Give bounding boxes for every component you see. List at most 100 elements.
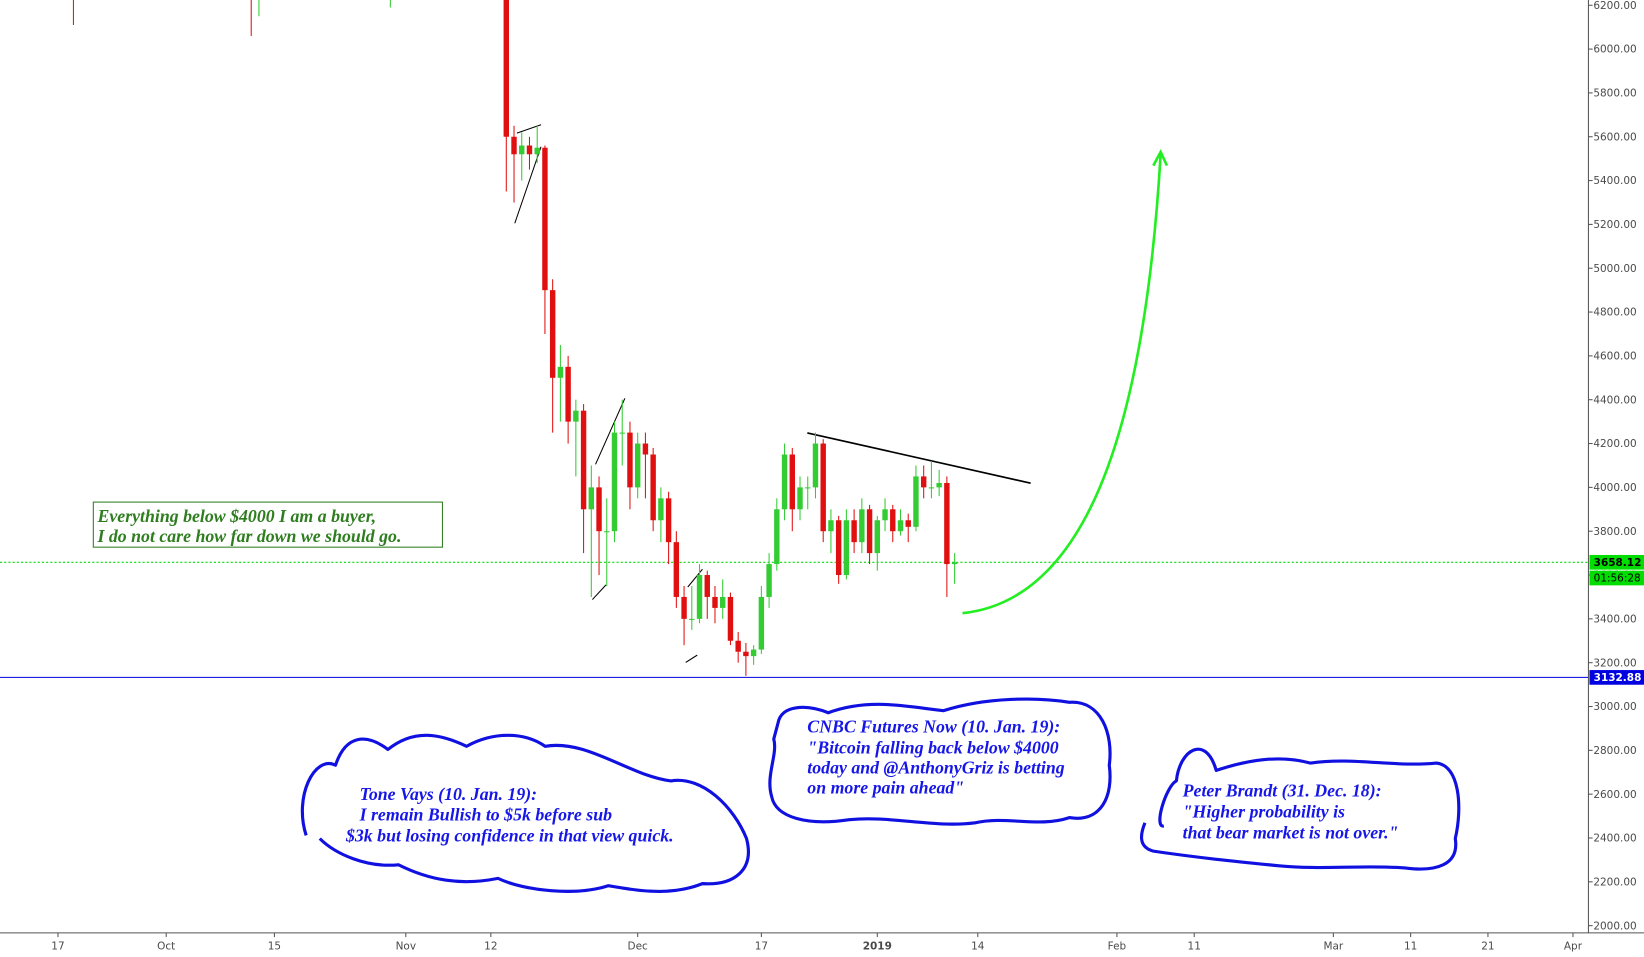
x-tick-label: 17	[755, 941, 768, 953]
candle-body	[503, 0, 509, 137]
y-tick-label: 2000.00	[1593, 920, 1636, 932]
forecast-arrow	[962, 154, 1162, 615]
y-tick-label: 2400.00	[1593, 833, 1636, 845]
price-label-bg	[1589, 670, 1644, 685]
x-tick-label: Apr	[1564, 941, 1583, 953]
candle-body	[604, 531, 610, 533]
y-tick-label: 3400.00	[1593, 614, 1636, 626]
price-label-bg	[1589, 554, 1644, 570]
candle-body	[727, 596, 734, 641]
candle-body	[774, 509, 780, 565]
candle-body	[897, 520, 904, 532]
candle-body	[511, 136, 517, 155]
candle-body	[851, 520, 857, 543]
x-tick-label: 15	[268, 941, 281, 953]
grid-layer	[0, 561, 1589, 678]
candle-body	[627, 432, 633, 488]
candle-body	[766, 564, 772, 597]
trend-line	[592, 584, 607, 600]
candle-body	[534, 147, 540, 155]
x-tick-label: 11	[1404, 941, 1417, 953]
candle-body	[789, 454, 795, 510]
candle-body	[843, 520, 850, 576]
candle-body	[665, 498, 672, 543]
note-text: Peter Brandt (31. Dec. 18):	[1182, 781, 1382, 802]
candle-body	[642, 443, 649, 455]
candle-body	[866, 509, 873, 554]
x-tick-label: 11	[1188, 941, 1201, 953]
y-tick-label: 4000.00	[1593, 482, 1636, 494]
y-tick-label: 4200.00	[1593, 438, 1636, 450]
candle-body	[542, 147, 548, 291]
note-text: that bear market is not over."	[1183, 823, 1399, 843]
candle-body	[720, 596, 726, 608]
candle-body	[944, 482, 950, 565]
x-tick-label: 12	[484, 941, 497, 953]
candle-body	[913, 476, 919, 527]
note-text: I remain Bullish to $5k before sub	[359, 805, 613, 825]
candle-body	[619, 432, 625, 434]
drawings	[514, 124, 1169, 663]
candle-body	[828, 520, 834, 532]
candle-body	[951, 562, 958, 565]
x-tick-label: Oct	[157, 941, 175, 953]
arrow-head	[1152, 149, 1169, 167]
y-tick-label: 2600.00	[1593, 789, 1636, 801]
trend-line	[685, 654, 698, 663]
candle-body	[936, 482, 942, 488]
candle-body	[820, 443, 826, 532]
y-tick-label: 3000.00	[1593, 701, 1636, 713]
candle-body	[797, 487, 803, 510]
y-tick-label: 3200.00	[1593, 657, 1636, 669]
candle-body	[704, 575, 710, 597]
candle-body	[611, 432, 618, 532]
y-tick-label: 2200.00	[1593, 877, 1636, 889]
y-tick-label: 5000.00	[1593, 263, 1636, 275]
price-label: 3132.88	[1594, 672, 1642, 684]
candle-body	[882, 509, 888, 521]
x-tick-label: 21	[1481, 941, 1494, 953]
candle-body	[835, 520, 842, 576]
note-text: today and @AnthonyGriz is betting	[807, 758, 1064, 778]
price-label: 3658.12	[1594, 557, 1642, 569]
candle-body	[681, 596, 687, 619]
candle-body	[781, 454, 788, 510]
candle-body	[758, 596, 765, 650]
countdown: 01:56:28	[1594, 573, 1641, 585]
note-text: CNBC Futures Now (10. Jan. 19):	[807, 717, 1060, 738]
speech-cloud	[768, 697, 1112, 826]
candle-body	[549, 290, 556, 378]
y-tick-label: 5200.00	[1593, 219, 1636, 231]
countdown-bg	[1589, 570, 1644, 586]
candle-body	[859, 509, 865, 543]
candle-body	[743, 651, 749, 657]
y-tick-label: 6200.00	[1593, 0, 1636, 12]
candle-body	[890, 509, 896, 532]
x-tick-label: 2019	[863, 941, 892, 953]
y-tick-label: 2800.00	[1593, 745, 1636, 757]
candle-body	[673, 542, 680, 597]
y-tick-label: 5400.00	[1593, 175, 1636, 187]
y-tick-label: 3800.00	[1593, 526, 1636, 538]
candle-body	[580, 410, 587, 510]
candle-body	[658, 498, 664, 521]
x-tick-label: 14	[971, 941, 985, 953]
candle-body	[689, 618, 695, 620]
candle-body	[696, 575, 703, 619]
y-tick-label: 5600.00	[1593, 131, 1636, 143]
note-box	[92, 501, 443, 548]
candle-body	[650, 454, 656, 521]
candle-body	[634, 443, 641, 488]
candle-body	[712, 596, 718, 608]
note-text: I do not care how far down we should go.	[97, 526, 402, 546]
note-text: Tone Vays (10. Jan. 19):	[360, 784, 538, 805]
note-text: "Bitcoin falling back below $4000	[807, 738, 1058, 758]
annotations: Everything below $4000 I am a buyer, I d…	[92, 501, 1461, 893]
candle-body	[928, 487, 935, 489]
candle-body	[805, 487, 811, 489]
trend-line	[514, 146, 542, 224]
x-tick-label: Feb	[1108, 941, 1127, 953]
